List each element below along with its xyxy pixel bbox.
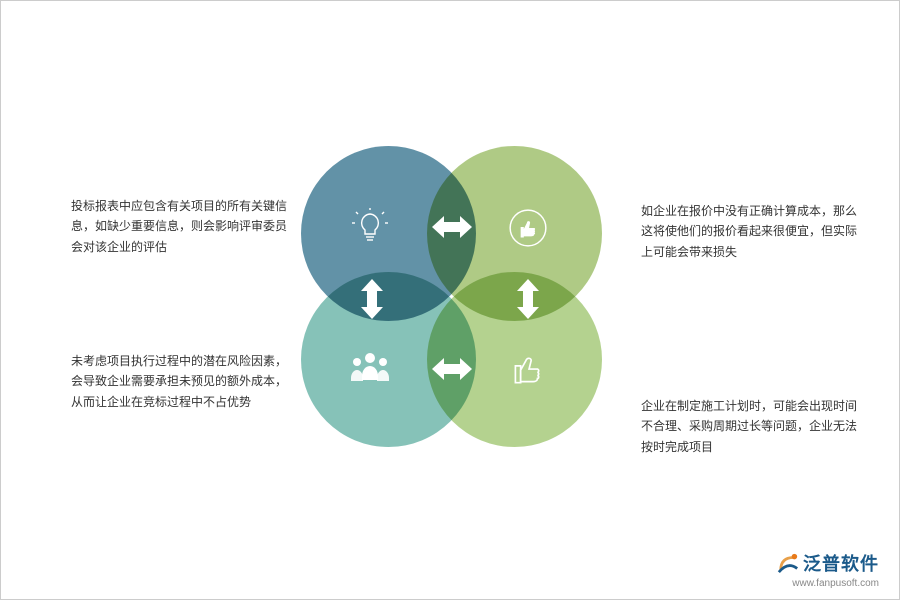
brand-logo: 泛普软件 www.fanpusoft.com [777,550,879,589]
text-bottom-left: 未考虑项目执行过程中的潜在风险因素，会导致企业需要承担未预见的额外成本，从而让企… [71,351,291,412]
thumbs-up-badge-icon [506,206,550,250]
thumbs-up-icon [506,346,550,390]
team-icon [348,346,392,390]
text-bottom-right: 企业在制定施工计划时，可能会出现时间不合理、采购周期过长等问题，企业无法按时完成… [641,396,861,457]
logo-brand-text: 泛普软件 [803,550,879,576]
arrow-left-vertical-icon [358,279,386,319]
arrow-right-vertical-icon [514,279,542,319]
text-top-right: 如企业在报价中没有正确计算成本，那么这将使他们的报价看起来很便宜，但实际上可能会… [641,201,861,262]
venn-diagram [306,151,606,451]
arrow-bottom-horizontal-icon [432,355,472,383]
logo-url-text: www.fanpusoft.com [792,578,879,589]
lightbulb-icon [348,206,392,250]
text-top-left: 投标报表中应包含有关项目的所有关键信息，如缺少重要信息，则会影响评审委员会对该企… [71,196,291,257]
arrow-top-horizontal-icon [432,213,472,241]
logo-mark-icon [777,552,799,574]
